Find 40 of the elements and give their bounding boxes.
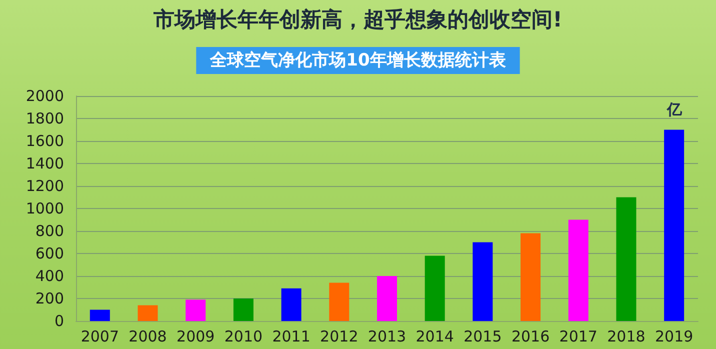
x-tick-label: 2008 [128,328,167,346]
annotation: 亿 [666,100,683,118]
x-tick-label: 2019 [654,328,694,346]
bar [186,300,206,321]
y-tick-label: 1800 [26,110,64,128]
y-tick-label: 0 [54,312,64,330]
y-tick-label: 1000 [26,200,64,218]
x-tick-label: 2015 [464,328,502,346]
x-tick-label: 2014 [416,328,454,346]
bar [568,220,588,321]
x-tick-label: 2013 [368,328,406,346]
chart-subtitle: 全球空气净化市场10年增长数据统计表 [209,50,507,70]
bar [472,242,493,321]
y-tick-label: 1600 [26,132,64,150]
y-tick-label: 400 [35,267,64,285]
x-tick-label: 2009 [176,328,215,346]
bar [138,305,158,321]
bar [233,298,254,321]
x-tick-label: 2012 [320,328,358,346]
chart-title: 市场增长年年创新高，超乎想象的创收空间! [152,8,562,32]
bar [377,276,397,321]
bar [424,256,445,321]
y-tick-label: 800 [35,222,64,240]
y-tick-label: 600 [35,244,64,262]
y-tick-label: 1200 [26,177,64,195]
x-tick-label: 2010 [224,328,263,346]
x-tick-label: 2017 [559,328,598,346]
y-tick-label: 1400 [26,154,64,172]
bar [281,288,302,321]
x-tick-label: 2016 [511,328,550,346]
y-tick-label: 200 [35,290,64,308]
x-tick-label: 2018 [607,328,646,346]
x-tick-label: 2007 [80,328,120,346]
bar [90,310,110,321]
bar [664,130,684,321]
bar [520,233,541,321]
bar [329,282,350,321]
y-tick-label: 2000 [26,87,64,105]
x-tick-label: 2011 [272,328,310,346]
bar [616,197,636,321]
